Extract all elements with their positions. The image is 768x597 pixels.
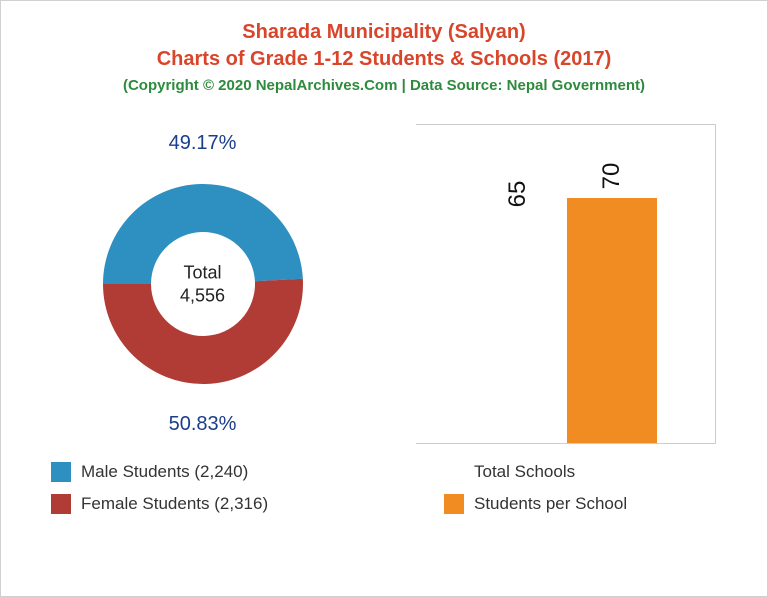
legend-left-item-1: Female Students (2,316) — [51, 494, 268, 514]
legend-left: Male Students (2,240) Female Students (2,… — [21, 462, 268, 514]
title-line-2: Charts of Grade 1-12 Students & Schools … — [1, 46, 767, 73]
donut-center-label: Total 4,556 — [180, 262, 225, 307]
legend-left-swatch-0 — [51, 462, 71, 482]
legend-left-swatch-1 — [51, 494, 71, 514]
donut-total-value: 4,556 — [180, 284, 225, 307]
title-line-1: Sharada Municipality (Salyan) — [1, 19, 767, 46]
legend-right: Total Schools Students per School — [384, 462, 627, 514]
donut-chart: 49.17% Total 4,556 50.83% — [43, 124, 363, 444]
donut-total-label: Total — [180, 262, 225, 285]
bar-panel: 6570 Total SchoolsStudents per School — [384, 124, 747, 514]
legend-right-label-1: Students per School — [474, 494, 627, 514]
donut-bottom-percent: 50.83% — [43, 413, 363, 436]
donut-panel: 49.17% Total 4,556 50.83% Male Students … — [21, 124, 384, 514]
legend-right-item-1: Students per School — [444, 494, 627, 514]
charts-row: 49.17% Total 4,556 50.83% Male Students … — [1, 124, 767, 514]
chart-header: Sharada Municipality (Salyan) Charts of … — [1, 1, 767, 94]
bar-chart: 6570 — [416, 124, 716, 444]
donut-top-percent: 49.17% — [43, 132, 363, 155]
legend-right-swatch-1 — [444, 494, 464, 514]
bar-1: 70 — [567, 198, 657, 443]
bar-0: 65 — [473, 216, 563, 444]
legend-left-label-1: Female Students (2,316) — [81, 494, 268, 514]
subtitle: (Copyright © 2020 NepalArchives.Com | Da… — [1, 77, 767, 94]
bar-value-1: 70 — [598, 131, 626, 221]
bar-value-0: 65 — [504, 149, 532, 239]
legend-right-item-0: Total Schools — [444, 462, 627, 482]
legend-right-swatch-0 — [444, 462, 464, 482]
legend-left-label-0: Male Students (2,240) — [81, 462, 248, 482]
legend-right-label-0: Total Schools — [474, 462, 575, 482]
legend-left-item-0: Male Students (2,240) — [51, 462, 268, 482]
